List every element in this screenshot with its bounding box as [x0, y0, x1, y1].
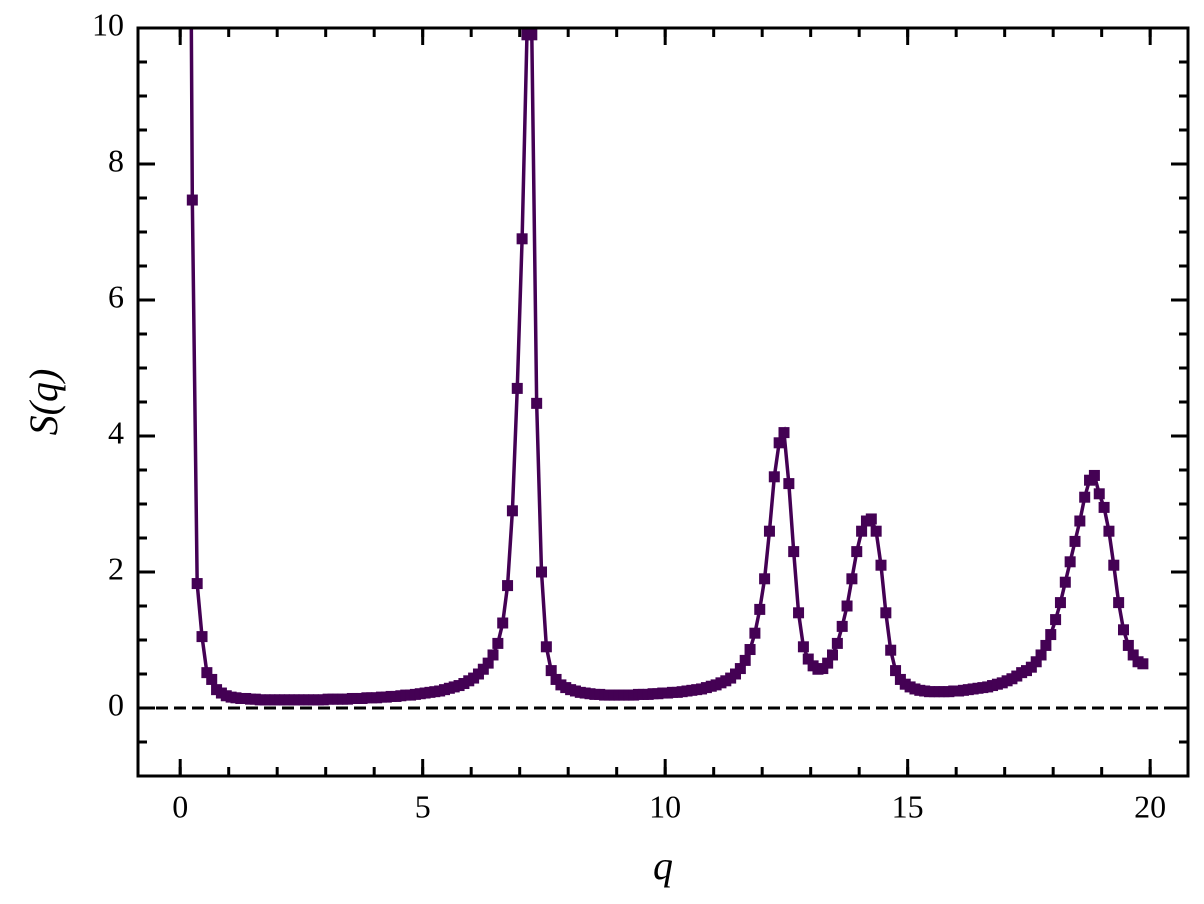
- marker: [1108, 559, 1120, 571]
- marker: [793, 607, 805, 619]
- marker: [1069, 535, 1081, 547]
- marker: [880, 607, 892, 619]
- marker: [497, 617, 509, 629]
- x-tick-label: 0: [172, 788, 188, 824]
- marker: [822, 657, 834, 669]
- marker: [759, 573, 771, 585]
- marker: [1030, 656, 1042, 668]
- x-tick-label: 20: [1134, 788, 1166, 824]
- x-tick-label: 5: [415, 788, 431, 824]
- marker: [477, 663, 489, 675]
- marker: [186, 194, 198, 206]
- marker: [1098, 501, 1110, 513]
- marker: [768, 471, 780, 483]
- marker: [846, 573, 858, 585]
- marker: [536, 566, 548, 578]
- marker: [531, 397, 543, 409]
- marker: [870, 525, 882, 537]
- marker: [1040, 639, 1052, 651]
- marker: [545, 665, 557, 677]
- marker: [482, 657, 494, 669]
- marker: [196, 631, 208, 643]
- y-tick-label: 4: [108, 414, 124, 450]
- x-tick-label: 15: [892, 788, 924, 824]
- marker: [1035, 649, 1047, 661]
- marker: [778, 427, 790, 439]
- marker: [1122, 639, 1134, 651]
- marker: [875, 559, 887, 571]
- marker: [841, 600, 853, 612]
- marker: [739, 654, 751, 666]
- y-axis-label: S(q): [21, 369, 66, 436]
- marker: [788, 546, 800, 558]
- marker: [516, 233, 528, 245]
- marker: [201, 667, 213, 679]
- marker: [1045, 629, 1057, 641]
- marker: [506, 505, 518, 517]
- marker: [754, 603, 766, 615]
- y-tick-label: 6: [108, 278, 124, 314]
- marker: [1074, 515, 1086, 527]
- marker: [492, 637, 504, 649]
- marker: [540, 641, 552, 653]
- marker: [1059, 576, 1071, 588]
- marker: [191, 578, 203, 590]
- x-tick-label: 10: [649, 788, 681, 824]
- x-axis-label: q: [653, 843, 673, 888]
- marker: [734, 663, 746, 675]
- marker: [773, 437, 785, 449]
- marker: [885, 644, 897, 656]
- marker: [797, 641, 809, 653]
- marker: [763, 525, 775, 537]
- marker: [1103, 525, 1115, 537]
- marker: [1054, 597, 1066, 609]
- marker: [744, 644, 756, 656]
- marker: [749, 627, 761, 639]
- marker: [1093, 488, 1105, 500]
- y-tick-label: 10: [92, 6, 124, 42]
- plot-frame: [136, 26, 1190, 778]
- marker: [1137, 658, 1149, 670]
- plot-area: [186, 28, 1149, 706]
- marker: [831, 637, 843, 649]
- marker: [802, 653, 814, 665]
- marker: [1088, 469, 1100, 481]
- marker: [827, 649, 839, 661]
- marker: [836, 620, 848, 632]
- y-tick-label: 0: [108, 686, 124, 722]
- y-tick-label: 8: [108, 142, 124, 178]
- marker: [1064, 556, 1076, 568]
- marker: [1117, 624, 1129, 636]
- marker: [890, 665, 902, 677]
- y-tick-label: 2: [108, 550, 124, 586]
- marker: [511, 382, 523, 394]
- marker: [1127, 649, 1139, 661]
- marker: [1050, 614, 1062, 626]
- marker: [865, 513, 877, 525]
- marker: [783, 478, 795, 490]
- marker: [206, 673, 218, 685]
- marker: [856, 525, 868, 537]
- marker: [1079, 491, 1091, 503]
- marker: [487, 649, 499, 661]
- marker: [851, 546, 863, 558]
- marker: [526, 29, 538, 41]
- marker: [502, 580, 514, 592]
- marker: [1113, 597, 1125, 609]
